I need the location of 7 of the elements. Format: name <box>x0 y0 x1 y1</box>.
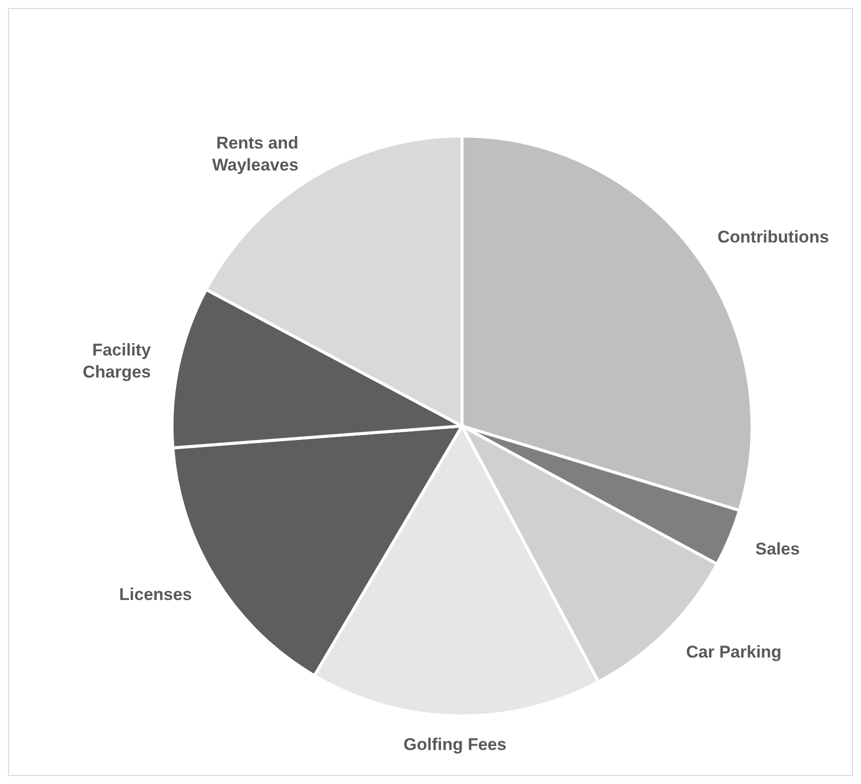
slice-label: Contributions <box>717 227 829 246</box>
slice-label: Rents and Wayleaves <box>212 132 298 174</box>
slice-label: Facility Charges <box>82 340 152 382</box>
slice-label: Golfing Fees <box>404 734 506 754</box>
slice-label: Car Parking <box>686 642 782 662</box>
slice-label: Sales <box>755 539 800 558</box>
slice-label: Licenses <box>119 584 192 604</box>
